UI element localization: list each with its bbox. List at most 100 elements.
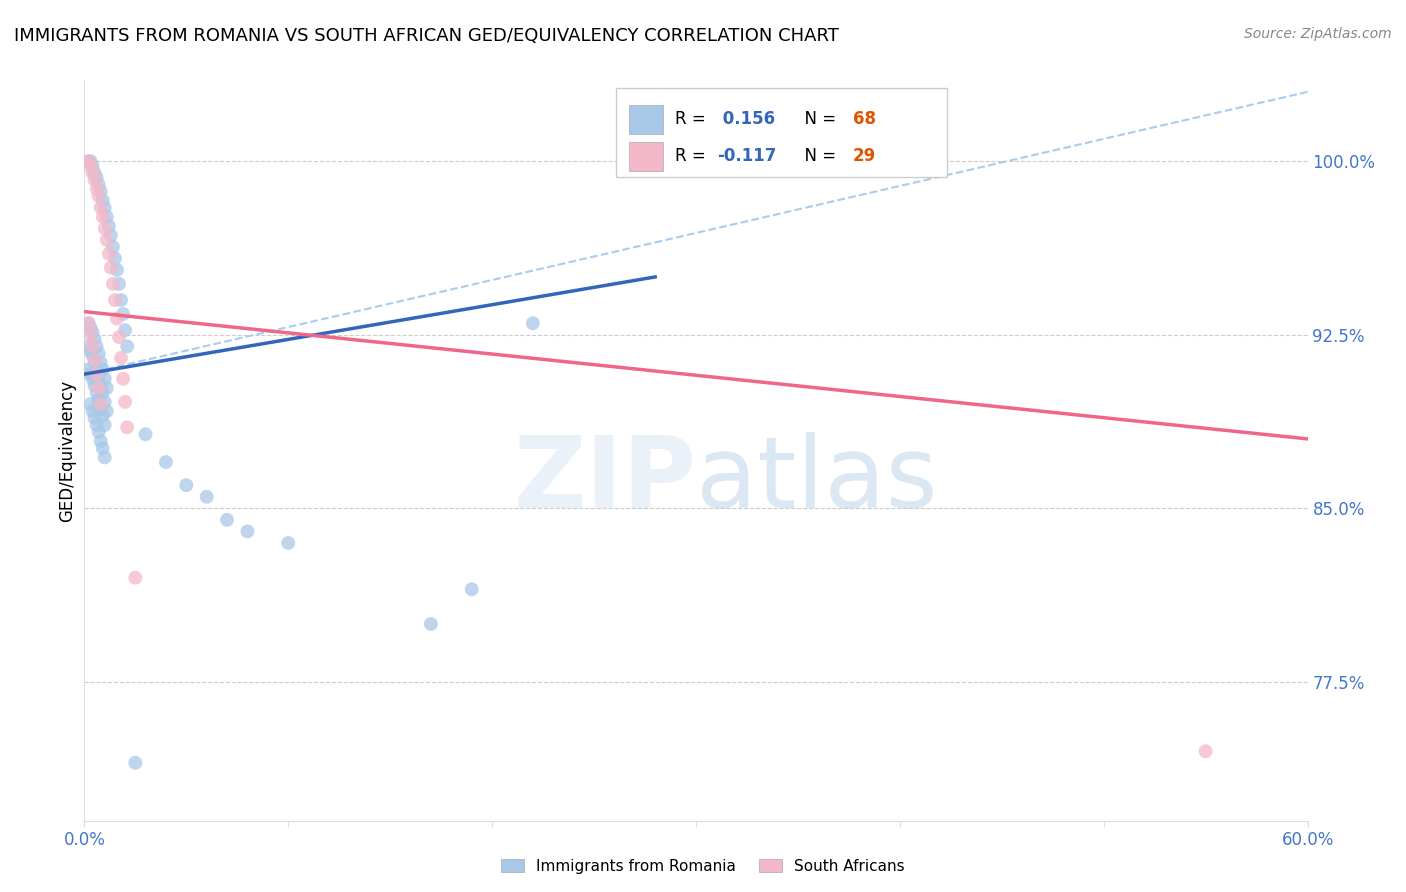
Point xyxy=(104,293,127,307)
Text: N =: N = xyxy=(794,110,841,128)
Point xyxy=(93,372,115,386)
Point xyxy=(82,372,104,386)
Point xyxy=(83,355,105,369)
Point xyxy=(77,362,100,376)
Point xyxy=(112,372,135,386)
Point xyxy=(420,617,443,632)
Point xyxy=(79,159,101,173)
Point xyxy=(101,277,124,291)
Point xyxy=(90,184,112,198)
Point xyxy=(236,524,259,539)
Point xyxy=(86,367,108,381)
Point xyxy=(86,182,108,196)
Point xyxy=(86,362,108,376)
Point xyxy=(104,252,127,266)
Point xyxy=(97,219,120,233)
Point xyxy=(82,326,104,340)
Point xyxy=(83,353,105,368)
Point xyxy=(96,404,118,418)
Point xyxy=(83,378,105,392)
Point xyxy=(93,395,115,409)
Point xyxy=(90,355,112,369)
Point xyxy=(522,316,544,330)
Point xyxy=(86,339,108,353)
Point xyxy=(90,434,112,449)
Point xyxy=(82,404,104,418)
Point xyxy=(114,395,136,409)
Point xyxy=(105,263,128,277)
Point xyxy=(124,756,146,770)
Point xyxy=(79,321,101,335)
Text: N =: N = xyxy=(794,147,841,165)
Point xyxy=(114,323,136,337)
Text: IMMIGRANTS FROM ROMANIA VS SOUTH AFRICAN GED/EQUIVALENCY CORRELATION CHART: IMMIGRANTS FROM ROMANIA VS SOUTH AFRICAN… xyxy=(14,27,839,45)
Point xyxy=(87,369,110,384)
Point xyxy=(79,343,101,358)
Point xyxy=(93,450,115,465)
Point xyxy=(124,571,146,585)
Point xyxy=(110,293,132,307)
Point xyxy=(90,201,112,215)
Y-axis label: GED/Equivalency: GED/Equivalency xyxy=(58,379,76,522)
Point xyxy=(82,339,104,353)
Point xyxy=(77,316,100,330)
Point xyxy=(96,233,118,247)
Point xyxy=(87,189,110,203)
Point xyxy=(90,401,112,416)
Text: atlas: atlas xyxy=(696,432,938,529)
Point xyxy=(115,420,138,434)
Point xyxy=(174,478,197,492)
Point xyxy=(108,330,131,344)
Point xyxy=(91,385,114,400)
Point xyxy=(100,228,122,243)
FancyBboxPatch shape xyxy=(616,87,946,177)
Point xyxy=(93,221,115,235)
Legend: Immigrants from Romania, South Africans: Immigrants from Romania, South Africans xyxy=(495,853,911,880)
Point xyxy=(112,307,135,321)
Point xyxy=(87,381,110,395)
Point xyxy=(93,417,115,432)
Point xyxy=(82,159,104,173)
Point xyxy=(90,397,112,411)
Text: ZIP: ZIP xyxy=(513,432,696,529)
Point xyxy=(83,332,105,346)
Point xyxy=(79,397,101,411)
Text: 29: 29 xyxy=(852,147,876,165)
Point xyxy=(96,210,118,224)
Point xyxy=(77,339,100,353)
Text: 68: 68 xyxy=(852,110,876,128)
Point xyxy=(217,513,239,527)
Text: -0.117: -0.117 xyxy=(717,147,776,165)
Point xyxy=(87,392,110,407)
Point xyxy=(105,311,128,326)
Point xyxy=(87,346,110,360)
Point xyxy=(77,316,100,330)
Point xyxy=(86,385,108,400)
Bar xyxy=(628,105,664,134)
Point xyxy=(91,441,114,455)
Point xyxy=(91,362,114,376)
Point xyxy=(97,247,120,261)
Point xyxy=(77,154,100,169)
Point xyxy=(83,166,105,180)
Point xyxy=(110,351,132,365)
Text: R =: R = xyxy=(675,147,711,165)
Point xyxy=(86,170,108,185)
Point xyxy=(115,339,138,353)
Point xyxy=(91,409,114,423)
Point xyxy=(87,425,110,439)
Text: R =: R = xyxy=(675,110,711,128)
Point xyxy=(90,378,112,392)
Point xyxy=(277,536,299,550)
Point xyxy=(91,194,114,208)
Point xyxy=(82,166,104,180)
Text: 0.156: 0.156 xyxy=(717,110,775,128)
Text: Source: ZipAtlas.com: Source: ZipAtlas.com xyxy=(1244,27,1392,41)
Point xyxy=(83,173,105,187)
Point xyxy=(83,411,105,425)
Point xyxy=(93,201,115,215)
Point xyxy=(461,582,484,597)
Point xyxy=(79,154,101,169)
Point xyxy=(91,210,114,224)
Point xyxy=(86,417,108,432)
